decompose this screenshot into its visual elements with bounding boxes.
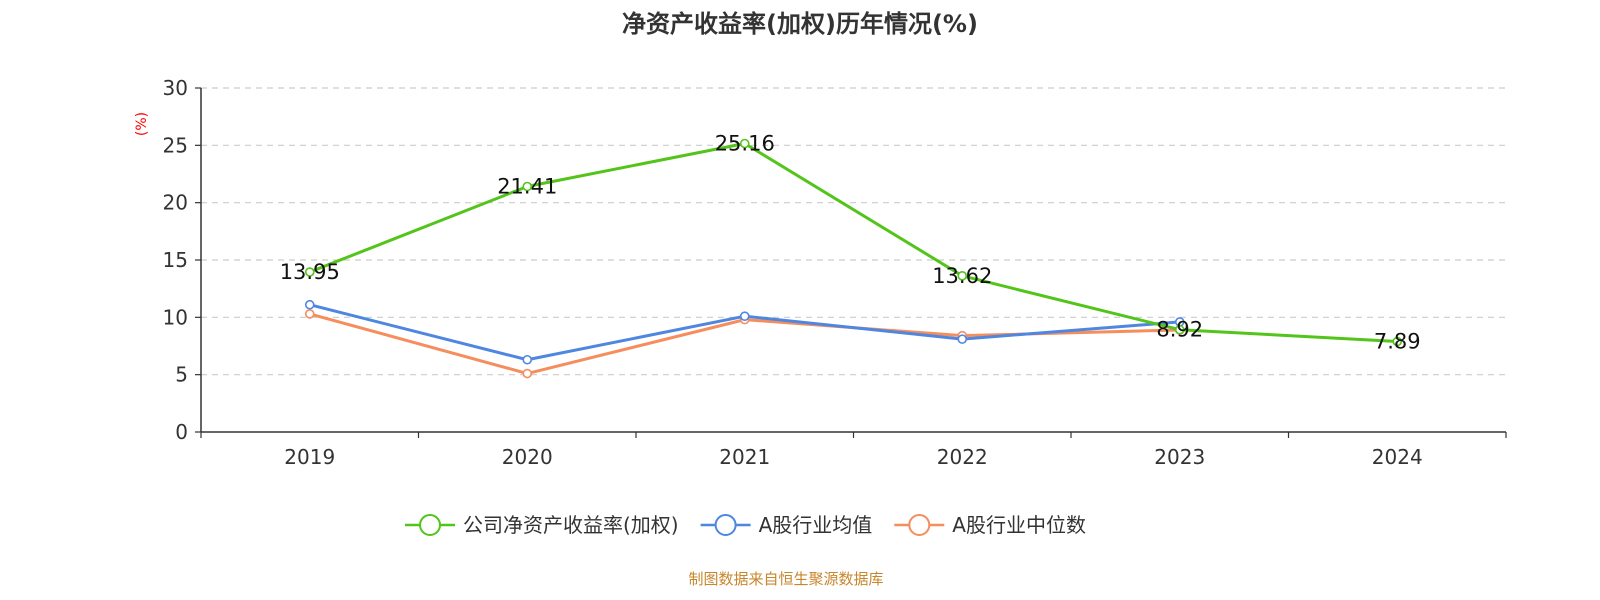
legend-marker-icon [908,514,931,536]
data-point [1392,336,1403,347]
data-label: 7.89 [1374,330,1421,354]
data-point [522,181,533,192]
data-point [522,368,533,379]
data-point [957,271,968,281]
legend-item-0[interactable]: 公司净资产收益率(加权) [405,513,679,537]
data-label: 13.95 [280,260,340,284]
series-line [309,141,1398,344]
y-tick-label: 20 [163,191,188,215]
series-0 [304,138,1403,347]
y-axis-label: (%) [134,112,150,136]
data-point [739,311,750,321]
data-label: 21.41 [497,174,557,198]
data-label: 25.16 [715,131,775,155]
x-tick-label: 2019 [284,445,335,469]
grid-lines [201,87,1506,376]
data-point [304,267,315,277]
y-tick-label: 10 [163,305,188,329]
data-label: 8.92 [1156,318,1203,342]
legend-marker-icon [714,514,737,536]
x-tick-label: 2022 [937,445,988,469]
legend-label: 公司净资产收益率(加权) [463,513,679,537]
source-note: 制图数据来自恒生聚源数据库 [688,570,883,588]
y-tick-label: 0 [175,420,188,444]
series-group [304,138,1403,379]
x-tick-label: 2020 [502,445,553,469]
y-tick-label: 15 [163,248,188,272]
data-point [739,138,750,149]
y-tick-label: 5 [175,363,188,387]
axes: 0 5 10 15 20 25 30 2019 2020 2021 2022 2023 2024 [163,76,1507,469]
data-point [304,309,315,319]
legend-item-1[interactable]: A股行业均值 [700,513,873,537]
legend-label: A股行业中位数 [952,513,1086,537]
data-label: 13.62 [932,264,992,288]
chart-title: 净资产收益率(加权)历年情况(%) [622,10,978,38]
legend-marker-icon [419,514,441,536]
y-tick-label: 30 [163,76,188,100]
x-tick-label: 2021 [719,445,770,469]
data-labels: 13.95 21.41 25.16 13.62 8.92 7.89 [280,131,1421,353]
legend-label: A股行业均值 [759,513,873,537]
data-point [957,334,968,344]
x-tick-label: 2024 [1372,445,1423,469]
x-tick-label: 2023 [1154,445,1205,469]
legend-item-2[interactable]: A股行业中位数 [894,513,1086,537]
legend[interactable]: 公司净资产收益率(加权) A股行业均值 A股行业中位数 [405,513,1086,537]
series-1 [304,299,1185,365]
data-point [1174,324,1185,335]
data-point [522,354,533,365]
y-tick-label: 25 [163,133,188,157]
data-point [304,299,315,310]
